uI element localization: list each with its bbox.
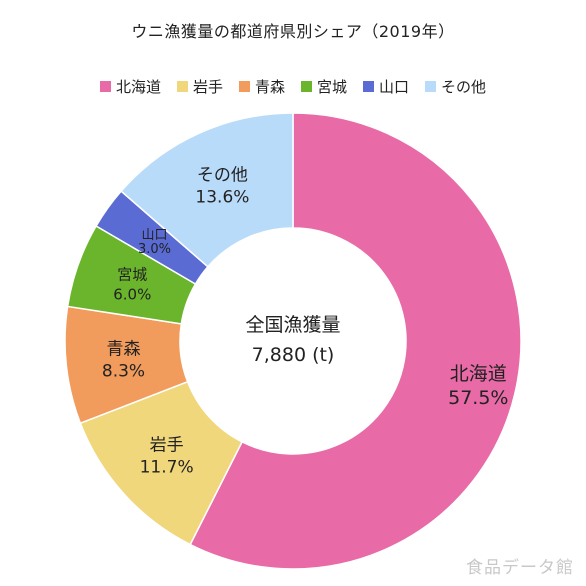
legend-swatch — [301, 81, 312, 92]
slice-label-name: 青森 — [106, 339, 140, 359]
slice-other — [120, 112, 294, 268]
legend-item-yamaguchi: 山口 — [363, 76, 409, 97]
legend-label: その他 — [441, 78, 487, 96]
legend-swatch — [176, 81, 188, 92]
slice-label-value: 6.0% — [113, 285, 151, 303]
legend-item-aomori: 青森 — [238, 76, 285, 97]
legend-swatch — [425, 81, 437, 92]
legend-label: 宮城 — [317, 78, 348, 96]
slice-label-name: 北海道 — [450, 363, 507, 385]
center-label-title: 全国漁獲量 — [245, 314, 340, 336]
slices-group — [64, 112, 522, 570]
center-label-value: 7,880 (t) — [252, 344, 335, 366]
slice-label-value: 11.7% — [140, 457, 194, 477]
slice-label-name: 宮城 — [117, 265, 147, 283]
legend: 北海道 岩手 青森 宮城 山口 その他 — [0, 76, 586, 97]
legend-swatch — [238, 81, 250, 92]
slice-hokkaido — [189, 112, 522, 570]
watermark: 食品データ館 — [466, 558, 574, 578]
slice-label-value: 3.0% — [138, 242, 171, 257]
slice-label-value: 8.3% — [102, 361, 145, 381]
legend-item-iwate: 岩手 — [176, 76, 223, 97]
slice-label-name: 山口 — [142, 228, 168, 243]
slice-label-value: 57.5% — [448, 387, 508, 409]
slice-label-name: その他 — [197, 166, 248, 186]
slice-label-value: 13.6% — [195, 188, 249, 208]
legend-label: 岩手 — [192, 78, 223, 96]
legend-label: 青森 — [254, 78, 285, 96]
legend-label: 北海道 — [115, 78, 161, 96]
legend-item-other: その他 — [425, 76, 486, 97]
legend-swatch — [363, 81, 375, 92]
legend-swatch — [99, 81, 111, 92]
legend-item-miyagi: 宮城 — [301, 76, 347, 97]
legend-item-hokkaido: 北海道 — [99, 76, 161, 97]
chart-title: ウニ漁獲量の都道府県別シェア（2019年） — [131, 22, 455, 41]
legend-label: 山口 — [379, 78, 410, 96]
slice-label-name: 岩手 — [150, 435, 184, 455]
